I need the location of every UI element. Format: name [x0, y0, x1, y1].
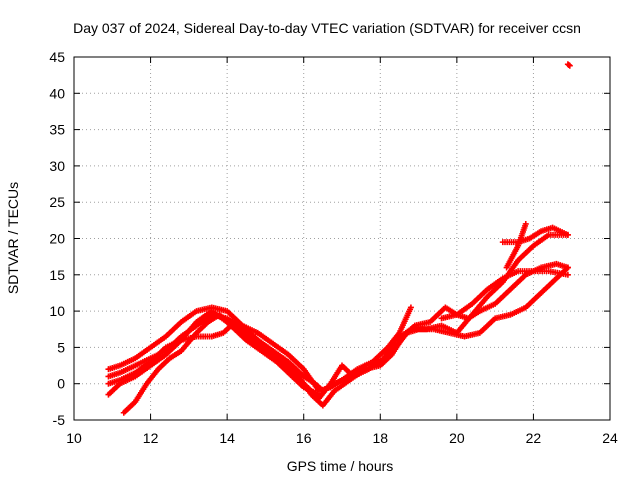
data-series-7 [499, 224, 571, 246]
x-tick-label: 12 [143, 430, 159, 446]
y-tick-label: 35 [49, 122, 65, 138]
y-axis-label: SDTVAR / TECUs [5, 182, 21, 294]
chart-title: Day 037 of 2024, Sidereal Day-to-day VTE… [73, 20, 581, 36]
x-tick-label: 14 [219, 430, 235, 446]
y-tick-label: 30 [49, 158, 65, 174]
data-series-8 [503, 220, 529, 271]
y-tick-label: 25 [49, 194, 65, 210]
y-tick-label: 10 [49, 303, 65, 319]
x-tick-label: 22 [526, 430, 542, 446]
y-tick-label: 45 [49, 49, 65, 65]
data-point [316, 391, 323, 398]
data-series-4 [105, 231, 571, 402]
x-tick-label: 20 [449, 430, 465, 446]
y-tick-label: 15 [49, 267, 65, 283]
x-tick-label: 16 [296, 430, 312, 446]
data-point [407, 304, 414, 311]
data-point [564, 264, 571, 271]
data-points [105, 61, 573, 416]
y-tick-label: 20 [49, 231, 65, 247]
data-series-5 [120, 311, 323, 416]
x-tick-label: 24 [602, 430, 618, 446]
x-tick-label: 18 [372, 430, 388, 446]
data-point [564, 271, 571, 278]
data-point [564, 231, 571, 238]
y-tick-label: 40 [49, 85, 65, 101]
axis-ticks: 10 12 14 16 18 20 22 24 -5 0 5 10 15 20 25 30 35 40 45 [49, 49, 618, 446]
x-axis-label: GPS time / hours [287, 458, 394, 474]
y-tick-label: 0 [57, 376, 65, 392]
data-point [566, 62, 573, 69]
y-tick-label: -5 [53, 412, 66, 428]
y-tick-label: 5 [57, 339, 65, 355]
data-series-9 [564, 61, 573, 69]
x-tick-label: 10 [66, 430, 82, 446]
data-point [522, 220, 529, 227]
data-series-6 [438, 268, 571, 322]
